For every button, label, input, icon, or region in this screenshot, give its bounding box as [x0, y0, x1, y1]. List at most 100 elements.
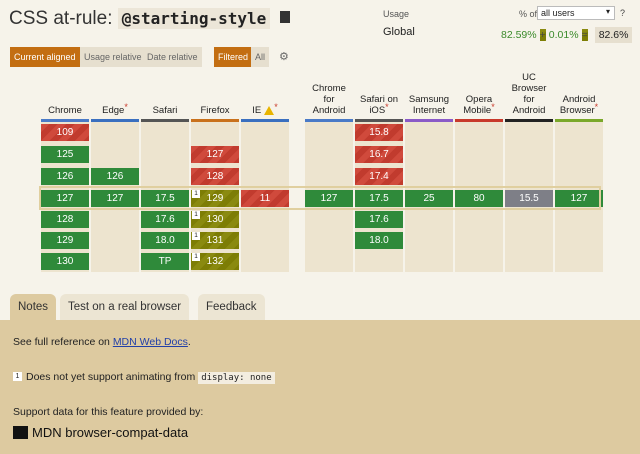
version-label: 132 [206, 256, 224, 267]
version-cell[interactable]: 11 [241, 190, 289, 207]
browser-header: Edge* [91, 72, 139, 122]
browser-header: Opera Mobile* [455, 72, 503, 122]
users-select[interactable]: all users ▾ [537, 6, 615, 20]
browser-header: Firefox [191, 72, 239, 122]
browser-color-bar [355, 119, 403, 122]
filtered-button[interactable]: Filtered [214, 47, 253, 67]
version-label: 125 [56, 149, 74, 160]
note-1: 1 Does not yet support animating from dis… [13, 371, 275, 384]
version-label: 15.5 [519, 193, 539, 204]
tab-test-real-browser[interactable]: Test on a real browser [60, 294, 190, 320]
browser-color-bar [405, 119, 453, 122]
version-label: 16.7 [369, 149, 389, 160]
version-cell[interactable]: 127 [191, 146, 239, 163]
version-cell[interactable]: 126 [41, 168, 89, 185]
version-cell[interactable]: 125 [41, 146, 89, 163]
mdn-web-docs-link[interactable]: MDN Web Docs [112, 336, 188, 348]
mdn-label: MDN browser-compat-data [32, 425, 189, 440]
browser-color-bar [141, 119, 189, 122]
note-star-icon: * [274, 102, 278, 112]
version-cell[interactable]: 1 131 [191, 232, 239, 249]
gear-icon[interactable]: ⚙ [279, 51, 289, 63]
users-select-value: all users [541, 8, 575, 18]
version-label: 126 [106, 171, 124, 182]
browser-color-bar [41, 119, 89, 122]
note-badge: 1 [192, 253, 200, 261]
version-label: 17.4 [369, 171, 389, 182]
version-cell[interactable]: 1 129 [191, 190, 239, 207]
supported-pct: 82.59% [501, 29, 537, 41]
version-cell[interactable]: 15.5 [505, 190, 553, 207]
version-cell[interactable]: 17.5 [355, 190, 403, 207]
version-label: TP [158, 256, 172, 267]
global-usage: 82.59% +0.01% = 82.6% [501, 27, 633, 43]
version-label: 25 [423, 193, 435, 204]
all-button[interactable]: All [251, 47, 270, 67]
browser-name: IE * [252, 102, 278, 116]
browser-header: Samsung Internet [405, 72, 453, 122]
version-cell[interactable]: 25 [405, 190, 453, 207]
version-cell[interactable]: 16.7 [355, 146, 403, 163]
version-label: 80 [473, 193, 485, 204]
version-cell[interactable]: 127 [555, 190, 603, 207]
version-cell[interactable]: 127 [305, 190, 353, 207]
tab-feedback[interactable]: Feedback [198, 294, 265, 320]
version-label: 130 [56, 256, 74, 267]
version-cell[interactable]: 109 [41, 124, 89, 141]
usage-relative-button[interactable]: Usage relative [80, 47, 146, 67]
note-star-icon: * [491, 102, 495, 112]
version-label: 18.0 [369, 235, 389, 246]
version-cell[interactable]: TP [141, 253, 189, 270]
version-cell[interactable]: 130 [41, 253, 89, 270]
version-label: 15.8 [369, 127, 389, 138]
date-relative-button[interactable]: Date relative [143, 47, 202, 67]
browser-color-bar [191, 119, 239, 122]
version-cell[interactable]: 18.0 [355, 232, 403, 249]
partial-pct: 0.01% [548, 29, 579, 41]
version-cell[interactable]: 129 [41, 232, 89, 249]
version-cell[interactable]: 17.6 [355, 211, 403, 228]
version-cell[interactable]: 1 130 [191, 211, 239, 228]
browser-name: Chrome [48, 105, 82, 116]
version-cell[interactable]: 17.4 [355, 168, 403, 185]
version-label: 130 [206, 214, 224, 225]
browser-name: Safari on iOS* [359, 94, 399, 116]
note-star-icon: * [124, 102, 128, 112]
help-link[interactable]: ? [620, 8, 626, 18]
version-cell[interactable]: 80 [455, 190, 503, 207]
browser-name: Android Browser* [559, 94, 599, 116]
version-cell[interactable]: 15.8 [355, 124, 403, 141]
browser-color-bar [91, 119, 139, 122]
version-cell[interactable]: 1 132 [191, 253, 239, 270]
version-cell[interactable]: 17.5 [141, 190, 189, 207]
version-cell[interactable]: 127 [91, 190, 139, 207]
browser-name: Samsung Internet [408, 94, 450, 116]
browser-name: UC Browser for Android [511, 72, 547, 116]
tab-notes[interactable]: Notes [10, 294, 57, 320]
current-aligned-button[interactable]: Current aligned [10, 47, 80, 67]
note-badge: 1 [192, 190, 200, 198]
version-cell[interactable]: 17.6 [141, 211, 189, 228]
version-cell[interactable]: 128 [191, 168, 239, 185]
browser-name: Safari [152, 105, 178, 116]
version-label: 127 [570, 193, 588, 204]
browser-color-bar [505, 119, 553, 122]
version-label: 17.6 [369, 214, 389, 225]
note-badge: 1 [192, 211, 200, 219]
version-cell[interactable]: 128 [41, 211, 89, 228]
browser-color-bar [555, 119, 603, 122]
note-star-icon: * [385, 102, 389, 112]
version-cell[interactable]: 18.0 [141, 232, 189, 249]
note-number: 1 [13, 372, 22, 381]
version-label: 109 [56, 127, 74, 138]
version-label: 17.5 [155, 193, 175, 204]
support-data-text: Support data for this feature provided b… [13, 406, 204, 418]
version-label: 131 [206, 235, 224, 246]
browser-name: Edge* [102, 102, 128, 116]
note-star-icon: * [594, 102, 599, 112]
version-cell[interactable]: 127 [41, 190, 89, 207]
version-label: 127 [320, 193, 338, 204]
version-cell[interactable]: 126 [91, 168, 139, 185]
mdn-compat-link[interactable]: MDN browser-compat-data [13, 425, 188, 440]
document-icon[interactable] [279, 10, 290, 23]
